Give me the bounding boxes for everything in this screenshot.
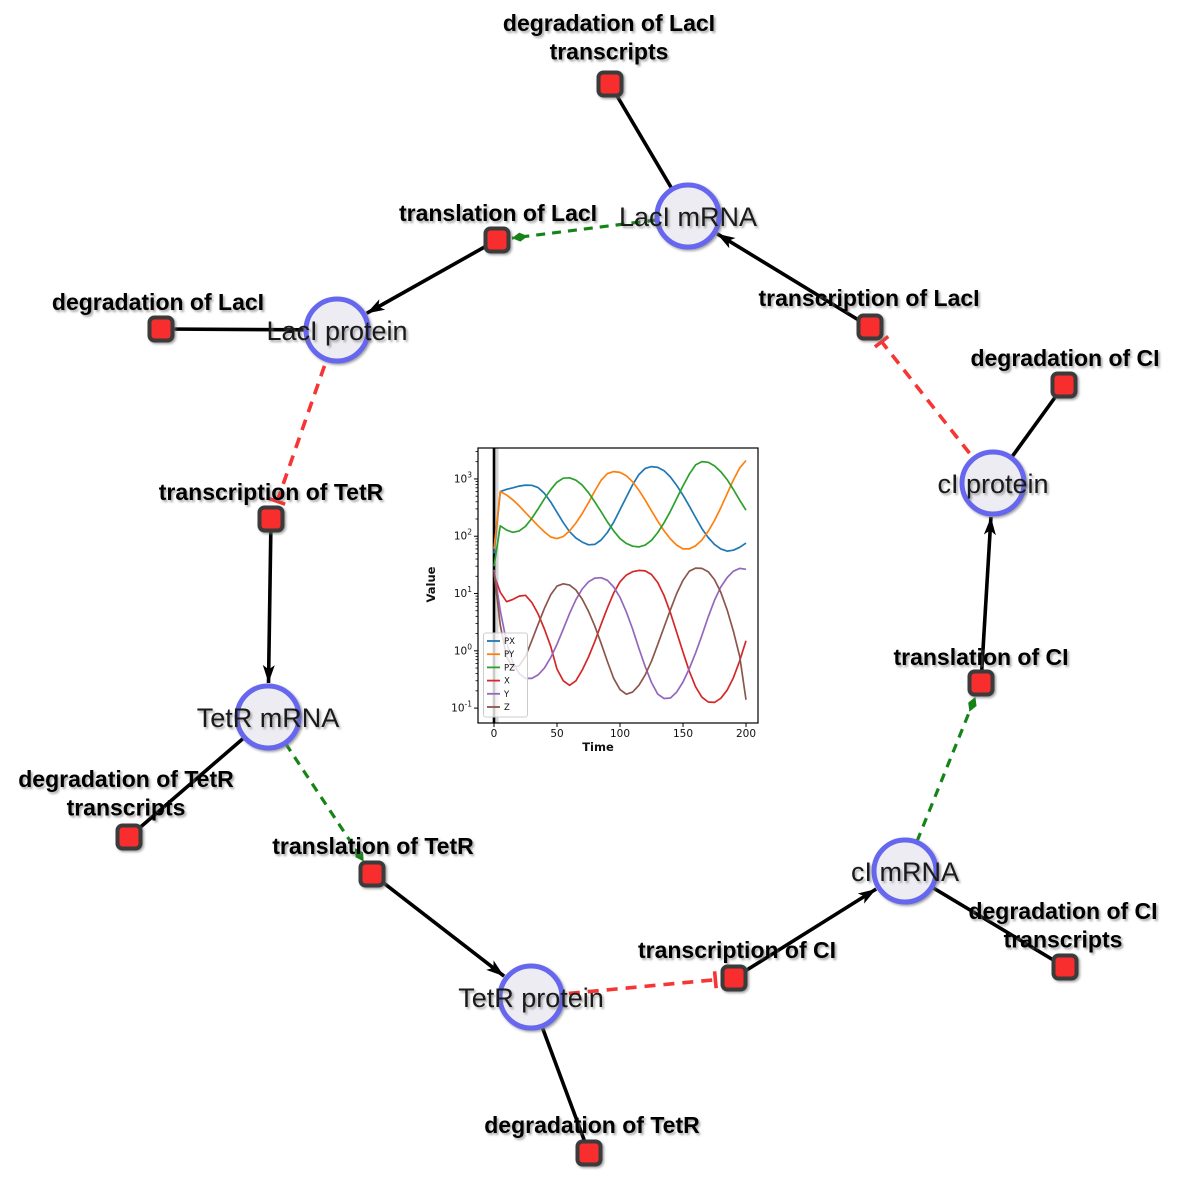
species-node-ci-protein[interactable] — [959, 449, 1027, 517]
chart-y-tick-label: 103 — [454, 470, 472, 485]
reaction-label-deg-laci: degradation of LacI — [52, 289, 264, 315]
chart-ylabel: Value — [424, 566, 438, 602]
edge-catalysis-tetr-mrna-translation-tetr — [266, 716, 366, 863]
species-label-ci-mrna: cI mRNA — [851, 857, 959, 887]
edge-production-transcription-ci-ci-mrna — [733, 887, 878, 980]
reaction-label-deg-ci: degradation of CI — [970, 345, 1159, 371]
chart-series-PZ — [493, 460, 747, 567]
reaction-node-translation-ci[interactable] — [967, 669, 995, 697]
chart-y-tick-label: 100 — [454, 642, 472, 657]
edge-catalysis-laci-mrna-translation-laci — [511, 214, 689, 242]
edge-production-transcription-tetr-tetr-mrna — [262, 518, 275, 684]
reaction-label-transcription-tetr: transcription of TetR — [159, 479, 384, 505]
reaction-label-deg-ci-transcripts-line2: transcripts — [1004, 927, 1123, 953]
chart-series-X — [493, 569, 747, 704]
chart-y-tick-label: 102 — [454, 528, 472, 543]
chart-series-Y — [493, 567, 747, 700]
chart-frame — [477, 447, 759, 724]
chart-legend-label-PZ: PZ — [504, 663, 515, 673]
reaction-label-deg-tetr: degradation of TetR — [484, 1112, 700, 1138]
reaction-label-deg-tetr-transcripts-line1: degradation of TetR — [18, 766, 234, 792]
reaction-node-deg-ci-transcripts[interactable] — [1051, 953, 1079, 981]
chart-series-PY — [493, 459, 747, 550]
reaction-node-transcription-tetr[interactable] — [257, 505, 285, 533]
nodes-layer — [115, 70, 1079, 1167]
species-node-tetr-protein[interactable] — [497, 963, 565, 1031]
reaction-node-deg-laci[interactable] — [147, 315, 175, 343]
reaction-label-transcription-laci: transcription of LacI — [758, 285, 979, 311]
edge-production-translation-laci-laci-protein — [365, 238, 498, 315]
reaction-label-transcription-ci: transcription of CI — [638, 937, 836, 963]
chart-x-tick-label: 150 — [673, 728, 693, 740]
species-label-tetr-mrna: TetR mRNA — [197, 703, 340, 733]
edge-production-translation-tetr-tetr-protein — [370, 872, 506, 978]
labels-layer: LacI mRNA LacI protein cI protein TetR mRNA… — [18, 10, 1159, 1138]
species-node-laci-protein[interactable] — [303, 296, 371, 364]
chart-x-tick-label: 0 — [491, 728, 498, 740]
reaction-label-deg-tetr-transcripts-line2: transcripts — [67, 795, 186, 821]
reaction-node-translation-laci[interactable] — [483, 226, 511, 254]
chart-series-Z — [493, 567, 747, 700]
chart-xlabel: Time — [582, 740, 614, 754]
reaction-label-translation-laci: translation of LacI — [399, 200, 597, 226]
reaction-node-deg-ci[interactable] — [1050, 371, 1078, 399]
reaction-node-deg-laci-transcripts[interactable] — [596, 70, 624, 98]
inset-chart: 0 50 100 150 200 10-1 100 101 102 103 Time Value PX P… — [424, 447, 759, 754]
chart-series-PX — [493, 465, 747, 554]
species-node-tetr-mrna[interactable] — [234, 683, 302, 751]
species-node-ci-mrna[interactable] — [871, 837, 939, 905]
reaction-node-transcription-laci[interactable] — [856, 313, 884, 341]
edge-inhibition-tetr-protein-transcription-ci — [530, 971, 718, 999]
species-label-ci-protein: cI protein — [937, 469, 1048, 499]
species-node-laci-mrna[interactable] — [654, 182, 722, 250]
chart-legend-label-Z: Z — [504, 703, 510, 713]
chart-legend-label-PY: PY — [504, 650, 515, 660]
edge-production-transcription-laci-laci-mrna — [716, 232, 871, 329]
reaction-node-transcription-ci[interactable] — [720, 964, 748, 992]
reaction-node-deg-tetr-transcripts[interactable] — [115, 823, 143, 851]
reaction-label-deg-ci-transcripts-line1: degradation of CI — [968, 898, 1157, 924]
chart-legend-label-PX: PX — [504, 637, 515, 647]
chart-x-tick-label: 50 — [550, 728, 563, 740]
reaction-node-translation-tetr[interactable] — [358, 860, 386, 888]
reaction-label-deg-laci-transcripts-line2: transcripts — [550, 39, 669, 65]
reaction-label-deg-laci-transcripts-line1: degradation of LacI — [503, 10, 715, 36]
chart-x-tick-label: 200 — [736, 728, 756, 740]
chart-x-tick-label: 100 — [610, 728, 630, 740]
species-label-laci-mrna: LacI mRNA — [619, 202, 757, 232]
species-label-tetr-protein: TetR protein — [458, 983, 604, 1013]
chart-legend-label-Y: Y — [503, 690, 510, 700]
reaction-label-translation-tetr: translation of TetR — [272, 833, 474, 859]
reaction-label-translation-ci: translation of CI — [893, 644, 1068, 670]
chart-y-tick-label: 101 — [454, 585, 472, 600]
reaction-node-deg-tetr[interactable] — [575, 1139, 603, 1167]
edge-production-translation-ci-ci-protein — [979, 516, 996, 684]
chart-y-tick-label: 10-1 — [451, 700, 472, 715]
chart-legend-label-X: X — [504, 677, 510, 687]
species-label-laci-protein: LacI protein — [266, 316, 407, 346]
